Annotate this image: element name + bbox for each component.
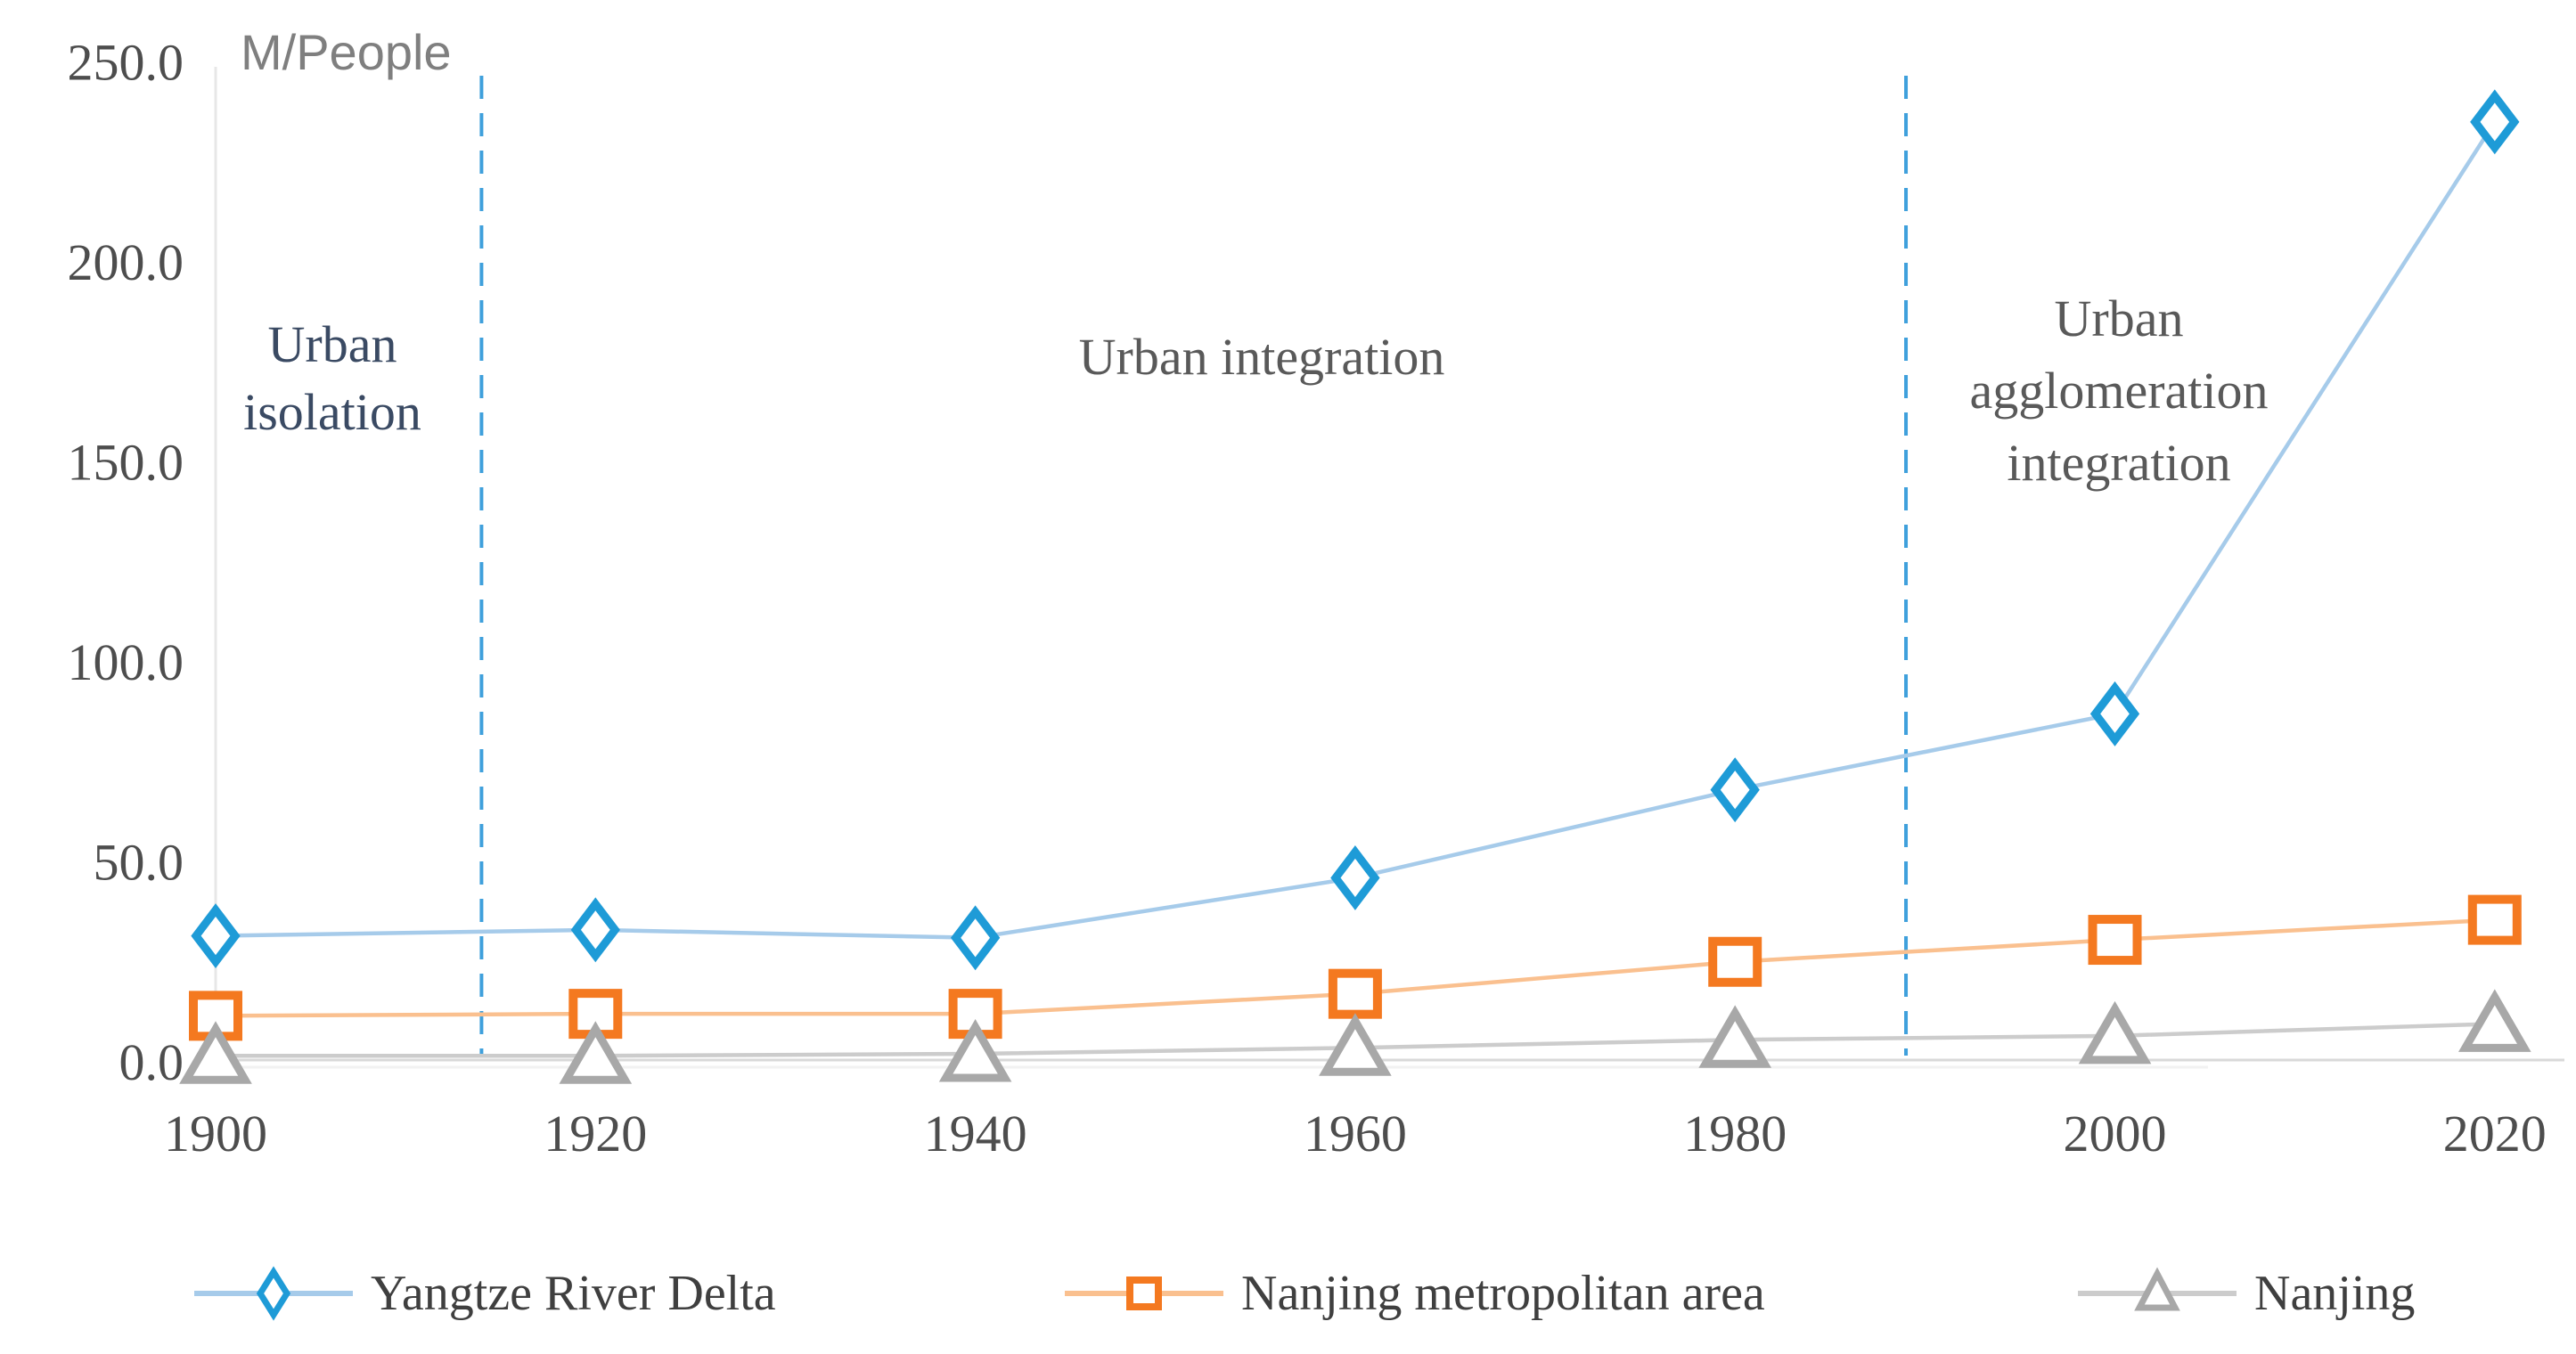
marker-diamond [191,903,241,969]
annotation-urban-isolation: isolation [243,383,421,441]
legend-item-yangtze-river-delta: Yangtze River Delta [194,1252,776,1334]
y-tick-label: 200.0 [68,233,184,291]
legend-label-yangtze-river-delta: Yangtze River Delta [371,1266,776,1321]
marker-square [1328,968,1382,1019]
y-tick-label: 150.0 [68,434,184,492]
legend-marker-triangle-icon [2078,1267,2237,1311]
marker-diamond [1330,845,1380,910]
legend-label-nanjing-metropolitan-area: Nanjing metropolitan area [1241,1266,1765,1321]
y-tick-label: 250.0 [68,34,184,92]
x-tick-label: 1920 [544,1105,647,1162]
legend-marker-square-icon [1065,1277,1223,1310]
y-tick-label: 100.0 [68,633,184,691]
marker-square [2467,894,2522,945]
marker-diamond [2470,89,2520,155]
y-tick-label: 0.0 [119,1033,184,1091]
annotation-urban-agglomeration-integration: agglomeration [1969,362,2268,420]
annotation-urban-agglomeration-integration: Urban [2055,290,2184,347]
annotation-urban-agglomeration-integration: integration [2007,434,2230,492]
annotation-urban-integration: Urban integration [1079,328,1445,386]
marker-triangle [1698,1005,1772,1068]
x-tick-label: 1940 [924,1105,1027,1162]
legend-item-nanjing: Nanjing [2078,1252,2415,1334]
marker-triangle [559,1021,633,1084]
x-tick-label: 1960 [1304,1105,1407,1162]
marker-triangle [938,1019,1012,1082]
series-line-0 [215,120,2497,941]
legend-label-nanjing: Nanjing [2254,1266,2416,1321]
y-tick-label: 50.0 [94,834,184,892]
marker-triangle [179,1021,252,1084]
marker-square [2088,915,2142,966]
marker-square [1708,936,1762,987]
marker-diamond [1710,757,1760,823]
marker-triangle [2078,1000,2152,1064]
marker-diamond [2089,681,2140,746]
x-tick-label: 1900 [164,1105,267,1162]
marker-diamond [570,897,620,963]
x-tick-label: 1980 [1683,1105,1787,1162]
legend-item-nanjing-metropolitan-area: Nanjing metropolitan area [1065,1252,1765,1334]
y-axis-unit-label: M/People [241,24,452,80]
legend-marker-diamond-icon [194,1266,353,1321]
marker-diamond [950,905,1001,971]
marker-triangle [2457,989,2531,1052]
annotation-urban-isolation: Urban [268,315,397,373]
x-tick-label: 2000 [2064,1105,2167,1162]
marker-triangle [1319,1013,1392,1076]
x-tick-label: 2020 [2443,1105,2547,1162]
